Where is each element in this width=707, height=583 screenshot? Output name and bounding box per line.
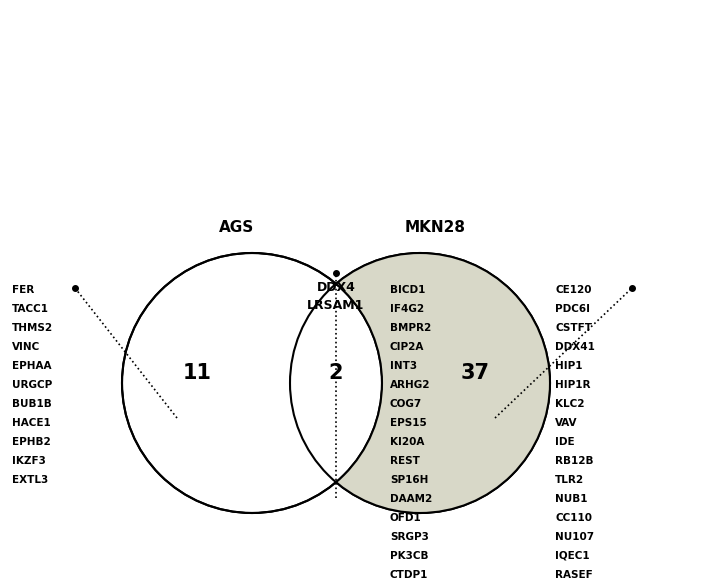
Text: RASEF: RASEF [555, 570, 592, 580]
Text: HIP1R: HIP1R [555, 380, 590, 390]
Text: EXTL3: EXTL3 [12, 475, 48, 485]
Text: MKN28: MKN28 [404, 220, 465, 235]
Text: EPHB2: EPHB2 [12, 437, 51, 447]
Text: URGCP: URGCP [12, 380, 52, 390]
Text: KI20A: KI20A [390, 437, 424, 447]
Text: CIP2A: CIP2A [390, 342, 424, 352]
Text: SP16H: SP16H [390, 475, 428, 485]
Text: VINC: VINC [12, 342, 40, 352]
Circle shape [290, 253, 550, 513]
Text: LRSAM1: LRSAM1 [308, 299, 365, 312]
Text: CTDP1: CTDP1 [390, 570, 428, 580]
Text: FER: FER [12, 285, 34, 295]
Text: CSTFT: CSTFT [555, 323, 592, 333]
Text: INT3: INT3 [390, 361, 417, 371]
Text: RB12B: RB12B [555, 456, 593, 466]
Text: ARHG2: ARHG2 [390, 380, 431, 390]
Text: PK3CB: PK3CB [390, 551, 428, 561]
Text: BICD1: BICD1 [390, 285, 426, 295]
Text: CC110: CC110 [555, 513, 592, 523]
Text: DDX41: DDX41 [555, 342, 595, 352]
Text: SRGP3: SRGP3 [390, 532, 429, 542]
Text: REST: REST [390, 456, 420, 466]
Text: 37: 37 [460, 363, 489, 383]
Text: PDC6I: PDC6I [555, 304, 590, 314]
Text: OFD1: OFD1 [390, 513, 422, 523]
Text: 2: 2 [329, 363, 344, 383]
Text: HIP1: HIP1 [555, 361, 583, 371]
Circle shape [122, 253, 382, 513]
Text: TLR2: TLR2 [555, 475, 584, 485]
Text: DAAM2: DAAM2 [390, 494, 432, 504]
Text: THMS2: THMS2 [12, 323, 53, 333]
Text: EPHAA: EPHAA [12, 361, 52, 371]
Text: DDX4: DDX4 [317, 281, 356, 294]
Text: EPS15: EPS15 [390, 418, 427, 428]
Text: 11: 11 [182, 363, 211, 383]
Text: NUB1: NUB1 [555, 494, 588, 504]
Text: CE120: CE120 [555, 285, 592, 295]
Text: VAV: VAV [555, 418, 578, 428]
Text: COG7: COG7 [390, 399, 422, 409]
Text: KLC2: KLC2 [555, 399, 585, 409]
Text: AGS: AGS [219, 220, 255, 235]
Text: IKZF3: IKZF3 [12, 456, 46, 466]
Polygon shape [336, 253, 550, 513]
Text: HACE1: HACE1 [12, 418, 51, 428]
Text: BMPR2: BMPR2 [390, 323, 431, 333]
Text: TACC1: TACC1 [12, 304, 49, 314]
Text: IF4G2: IF4G2 [390, 304, 424, 314]
Text: NU107: NU107 [555, 532, 594, 542]
Text: IQEC1: IQEC1 [555, 551, 590, 561]
Text: BUB1B: BUB1B [12, 399, 52, 409]
Text: IDE: IDE [555, 437, 575, 447]
